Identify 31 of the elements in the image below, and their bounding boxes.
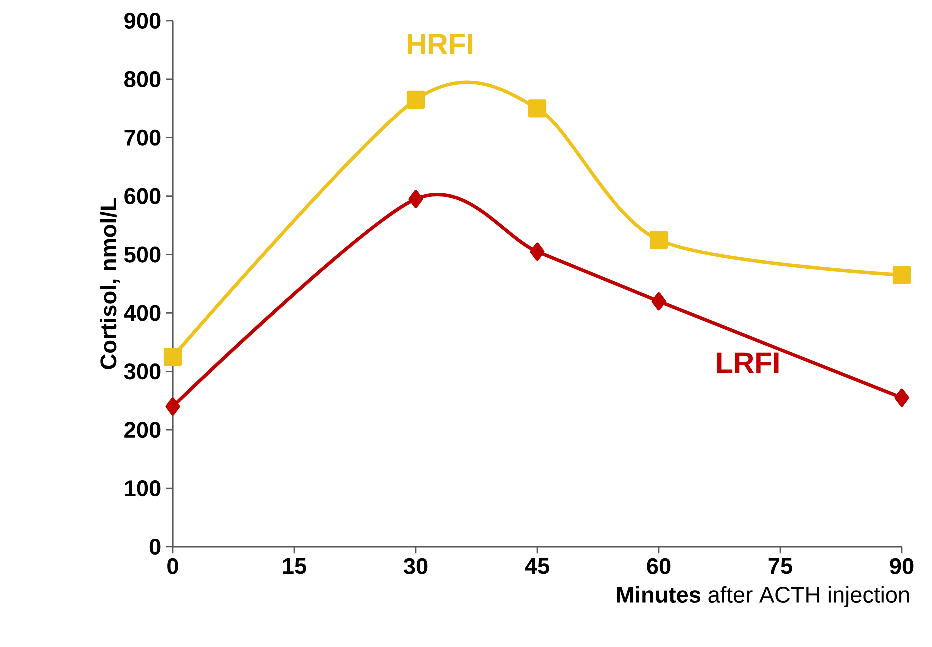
point xyxy=(894,388,910,408)
y-tick-label: 200 xyxy=(124,422,161,438)
point xyxy=(892,266,912,284)
point xyxy=(164,348,182,366)
y-tick-label: 600 xyxy=(124,188,161,204)
point xyxy=(652,292,666,311)
y-tick-label: 400 xyxy=(124,305,161,322)
point xyxy=(528,100,547,118)
y-tick-label: 100 xyxy=(125,480,161,497)
point xyxy=(406,90,426,109)
x-tick-label: 15 xyxy=(283,558,306,574)
y-tick-label: 500 xyxy=(124,246,161,263)
point xyxy=(530,242,545,261)
point xyxy=(166,398,180,416)
series-label: LRFI xyxy=(717,352,779,373)
x-axis-title: Minutes after ACTH injection xyxy=(617,586,910,608)
y-tick-label: 800 xyxy=(124,71,161,88)
x-tick-label: 75 xyxy=(768,558,792,574)
x-tick-label: 90 xyxy=(890,558,914,574)
y-tick-label: 700 xyxy=(124,130,161,146)
point xyxy=(408,190,424,208)
point xyxy=(650,231,668,250)
series-label: HRFI xyxy=(408,34,473,54)
x-tick-label: 45 xyxy=(525,558,550,574)
x-tick-label: 60 xyxy=(647,558,671,574)
x-tick-label: 30 xyxy=(404,558,428,574)
y-tick-label: 900 xyxy=(124,12,161,30)
y-tick-label: 0 xyxy=(150,538,161,556)
y-tick-label: 300 xyxy=(124,364,161,380)
x-tick-label: 0 xyxy=(168,558,178,574)
y-axis-title: Cortisol, nmol/L xyxy=(100,198,120,370)
